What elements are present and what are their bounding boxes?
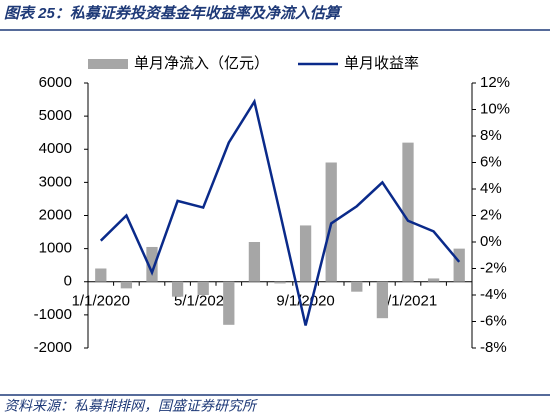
legend-label: 单月收益率 — [344, 55, 419, 72]
y2-tick-label: -4% — [480, 286, 507, 303]
bar — [95, 268, 107, 282]
bar — [248, 242, 261, 282]
y-tick-label: 3000 — [39, 173, 72, 190]
chart-title: 图表 25：私募证券投资基金年收益率及净流入估算 — [4, 4, 343, 22]
legend-swatch — [88, 59, 128, 69]
bar — [376, 281, 389, 319]
y2-tick-label: 2% — [480, 206, 502, 223]
y-tick-label: 6000 — [39, 74, 72, 91]
bar — [146, 246, 158, 282]
y2-tick-label: 4% — [480, 180, 502, 197]
bar — [453, 248, 465, 282]
y2-tick-label: 8% — [480, 127, 502, 144]
y-tick-label: 1000 — [39, 240, 72, 257]
bar — [299, 225, 312, 282]
bar — [197, 281, 209, 295]
y-tick-label: -2000 — [34, 339, 72, 356]
bar — [351, 281, 363, 292]
y2-tick-label: 6% — [480, 153, 502, 170]
y-tick-label: 5000 — [39, 107, 72, 124]
y-tick-label: 0 — [64, 273, 72, 290]
y2-tick-label: -2% — [480, 259, 507, 276]
x-tick-label: 9/1/2020 — [276, 293, 334, 310]
bar — [120, 281, 133, 289]
x-tick-label: 5/1/2020 — [174, 293, 232, 310]
y2-tick-label: -6% — [480, 312, 507, 329]
y2-tick-label: 10% — [480, 100, 510, 117]
y-tick-label: -1000 — [34, 306, 72, 323]
y-tick-label: 4000 — [39, 140, 72, 157]
source: 资料来源：私募排排网，国盛证券研究所 — [4, 398, 258, 414]
x-tick-label: 1/1/2021 — [379, 293, 437, 310]
bar — [402, 142, 414, 282]
bar — [274, 281, 286, 284]
y2-tick-label: -8% — [480, 339, 507, 356]
y-tick-label: 2000 — [39, 206, 72, 223]
line — [99, 98, 461, 326]
x-tick-label: 1/1/2020 — [72, 293, 130, 310]
y2-tick-label: 12% — [480, 74, 510, 91]
bar — [427, 278, 440, 282]
bar — [171, 281, 184, 297]
y2-tick-label: 0% — [480, 233, 502, 250]
legend-label: 单月净流入（亿元） — [134, 55, 269, 72]
bar — [223, 281, 235, 325]
